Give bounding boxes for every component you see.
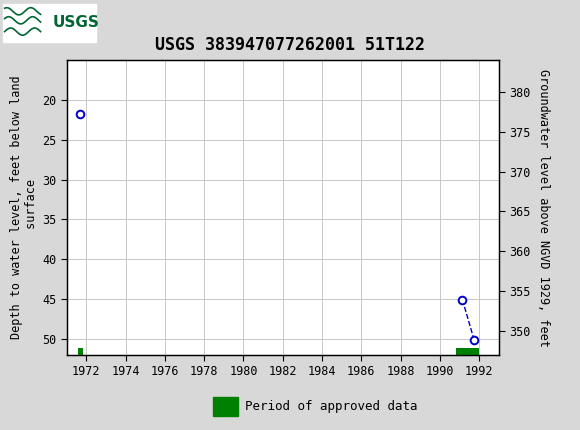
Text: USGS: USGS: [52, 15, 99, 30]
Bar: [456, 347, 479, 355]
Y-axis label: Groundwater level above NGVD 1929, feet: Groundwater level above NGVD 1929, feet: [537, 68, 550, 347]
Text: USGS 383947077262001 51T122: USGS 383947077262001 51T122: [155, 36, 425, 54]
Bar: [213, 396, 238, 416]
Y-axis label: Depth to water level, feet below land
 surface: Depth to water level, feet below land su…: [10, 76, 38, 339]
Bar: [78, 347, 83, 355]
Bar: [3, 3, 96, 42]
Text: Period of approved data: Period of approved data: [245, 400, 417, 413]
